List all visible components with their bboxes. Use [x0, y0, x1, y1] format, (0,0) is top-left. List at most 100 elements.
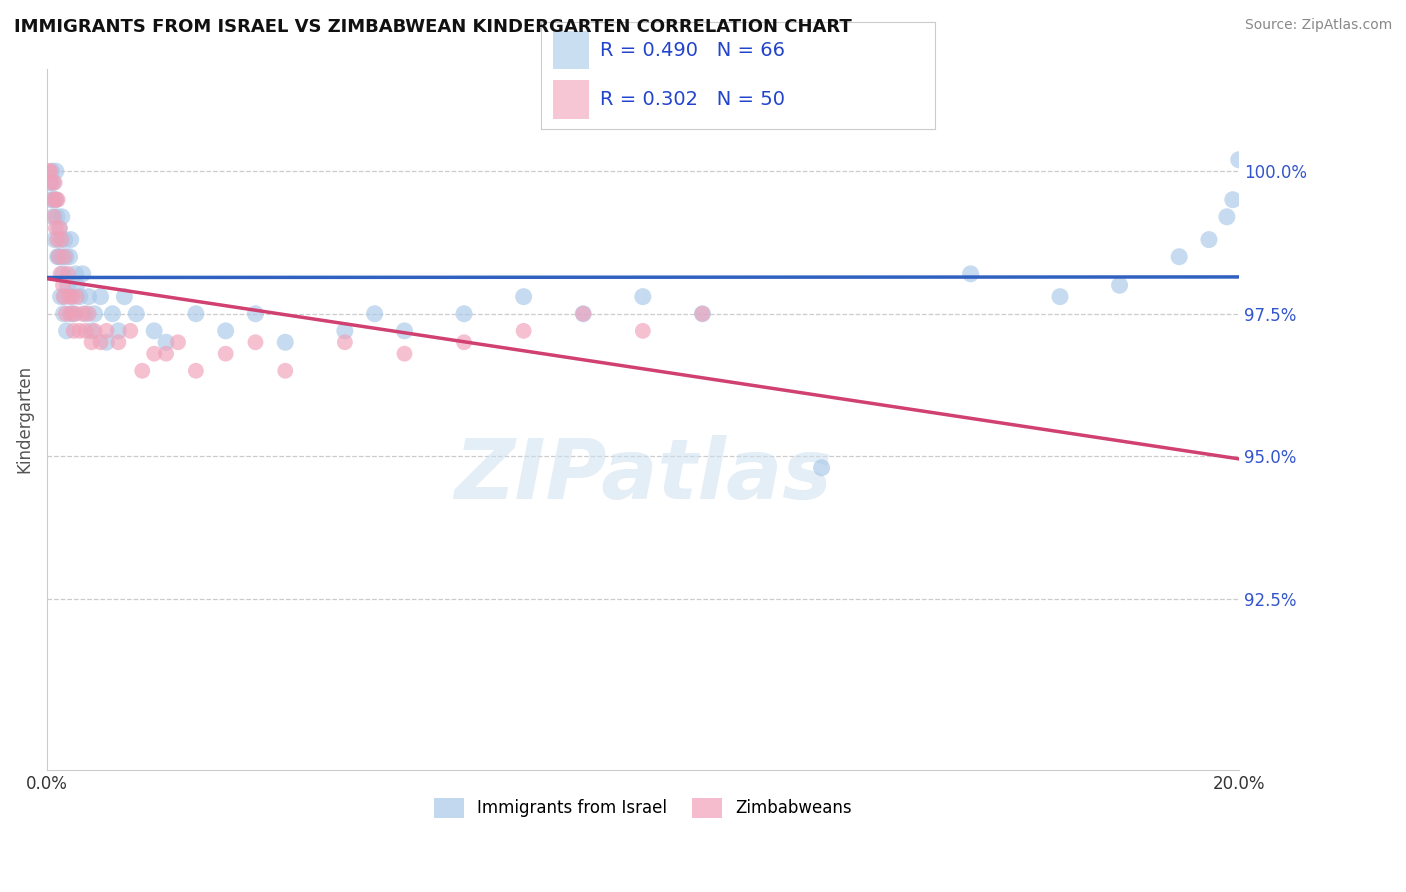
Point	[38, 164, 60, 178]
Point	[51, 250, 73, 264]
Point	[53, 233, 76, 247]
Point	[55, 250, 77, 264]
Point	[60, 290, 83, 304]
Point	[1216, 210, 1239, 224]
Point	[125, 307, 148, 321]
Point	[66, 290, 89, 304]
Point	[120, 324, 142, 338]
Point	[1049, 290, 1071, 304]
Point	[45, 193, 67, 207]
Point	[89, 290, 111, 304]
Point	[59, 233, 82, 247]
Point	[810, 460, 832, 475]
Point	[75, 307, 97, 321]
Point	[83, 324, 105, 338]
Point	[394, 346, 416, 360]
Point	[56, 267, 79, 281]
Point	[959, 267, 981, 281]
Point	[65, 267, 87, 281]
Point	[49, 221, 72, 235]
Point	[167, 335, 190, 350]
Point	[512, 290, 534, 304]
Point	[52, 307, 75, 321]
Point	[1108, 278, 1130, 293]
Point	[77, 290, 100, 304]
Point	[155, 335, 177, 350]
Point	[692, 307, 714, 321]
Point	[75, 324, 97, 338]
Point	[45, 193, 67, 207]
Point	[52, 290, 75, 304]
Point	[51, 233, 73, 247]
Point	[51, 210, 73, 224]
Point	[45, 164, 67, 178]
Point	[274, 364, 297, 378]
Point	[69, 324, 91, 338]
Point	[72, 307, 94, 321]
Point	[572, 307, 595, 321]
Point	[42, 193, 65, 207]
Point	[131, 364, 153, 378]
Point	[59, 307, 82, 321]
Point	[58, 250, 80, 264]
Point	[66, 278, 89, 293]
Point	[631, 290, 654, 304]
Point	[56, 278, 79, 293]
Point	[83, 307, 105, 321]
Point	[46, 193, 69, 207]
Point	[143, 324, 166, 338]
Point	[59, 307, 82, 321]
Point	[572, 307, 595, 321]
Point	[184, 307, 207, 321]
Point	[62, 324, 84, 338]
Point	[453, 307, 475, 321]
Point	[394, 324, 416, 338]
Point	[274, 335, 297, 350]
Point	[48, 221, 70, 235]
Point	[692, 307, 714, 321]
Point	[46, 210, 69, 224]
Point	[96, 335, 118, 350]
Point	[512, 324, 534, 338]
Point	[101, 307, 124, 321]
Point	[42, 193, 65, 207]
Point	[333, 324, 356, 338]
Point	[245, 307, 267, 321]
Point	[96, 324, 118, 338]
Point	[38, 176, 60, 190]
Point	[69, 290, 91, 304]
Text: ZIPatlas: ZIPatlas	[454, 435, 832, 516]
Point	[245, 335, 267, 350]
Point	[107, 335, 129, 350]
Point	[46, 250, 69, 264]
Text: IMMIGRANTS FROM ISRAEL VS ZIMBABWEAN KINDERGARTEN CORRELATION CHART: IMMIGRANTS FROM ISRAEL VS ZIMBABWEAN KIN…	[14, 18, 852, 36]
Point	[62, 307, 84, 321]
Point	[55, 307, 77, 321]
Point	[52, 278, 75, 293]
Point	[48, 250, 70, 264]
Bar	[553, 80, 589, 119]
Point	[52, 267, 75, 281]
Point	[112, 290, 135, 304]
Point	[39, 193, 62, 207]
Point	[41, 164, 63, 178]
Point	[143, 346, 166, 360]
Point	[80, 324, 103, 338]
Point	[333, 335, 356, 350]
Point	[45, 221, 67, 235]
Text: Source: ZipAtlas.com: Source: ZipAtlas.com	[1244, 18, 1392, 32]
Point	[42, 176, 65, 190]
Text: R = 0.490   N = 66: R = 0.490 N = 66	[600, 41, 786, 60]
Point	[49, 290, 72, 304]
Point	[155, 346, 177, 360]
Point	[44, 176, 66, 190]
Point	[184, 364, 207, 378]
Point	[53, 290, 76, 304]
Point	[65, 307, 87, 321]
Point	[363, 307, 385, 321]
Point	[58, 290, 80, 304]
Point	[49, 233, 72, 247]
Legend: Immigrants from Israel, Zimbabweans: Immigrants from Israel, Zimbabweans	[427, 791, 859, 825]
Point	[53, 250, 76, 264]
Point	[215, 324, 238, 338]
